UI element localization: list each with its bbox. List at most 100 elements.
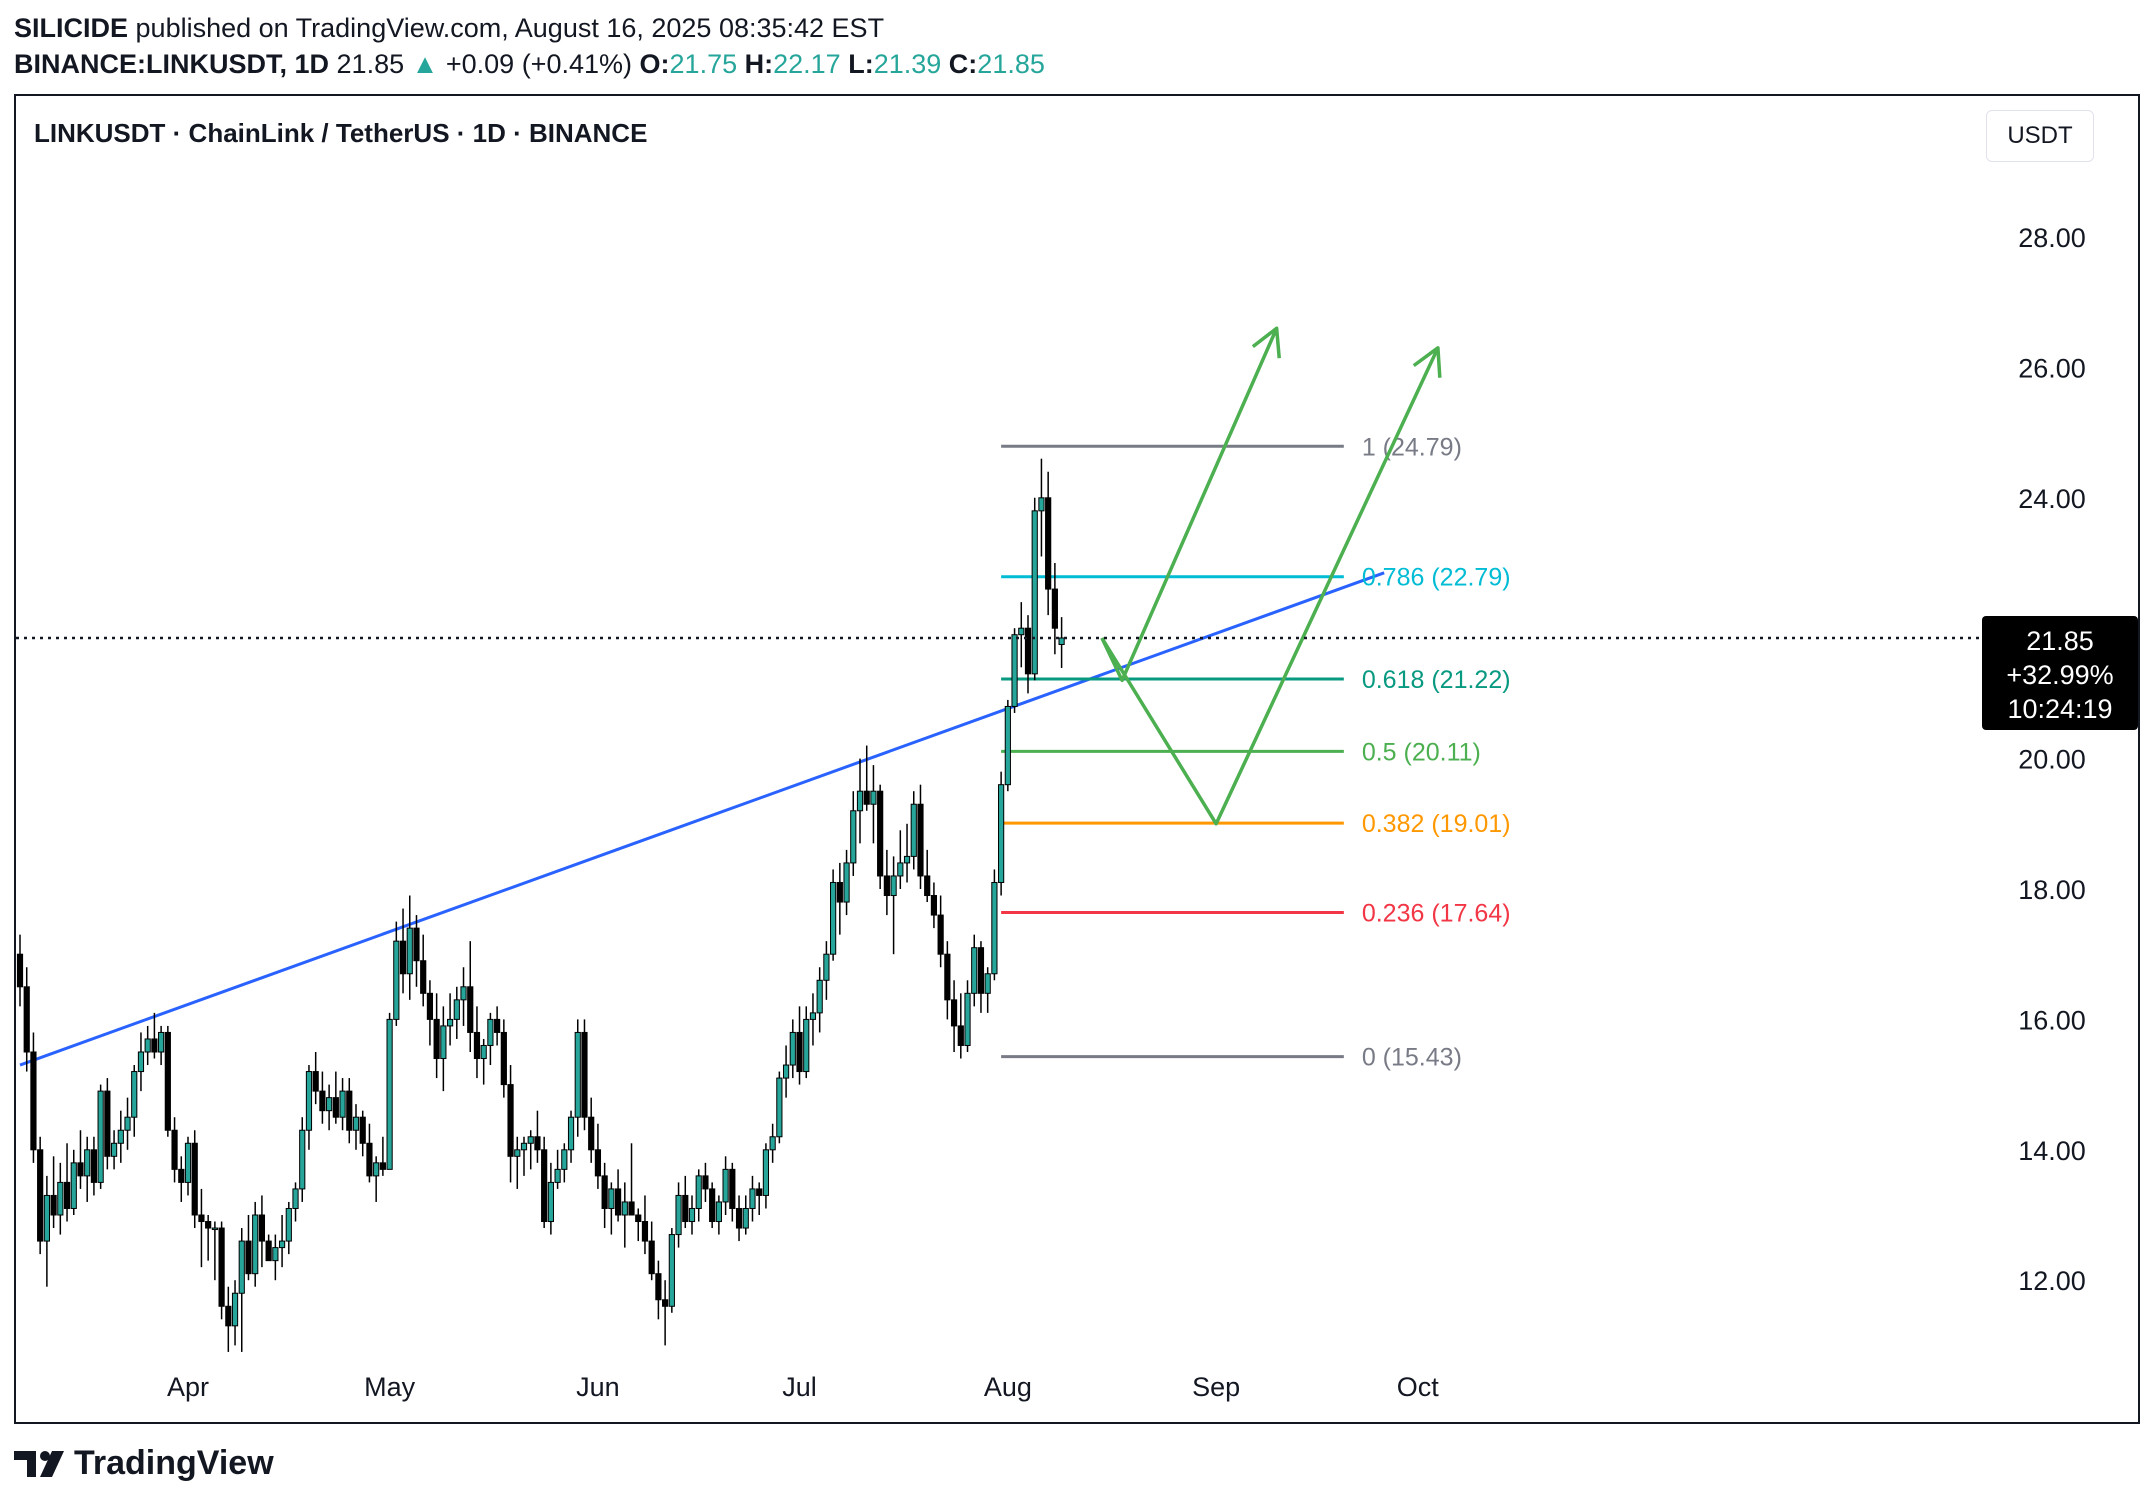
candle-body (803, 1018, 810, 1073)
candle-body (890, 875, 897, 897)
candle-body (1038, 497, 1045, 512)
y-tick-label: 12.00 (2018, 1266, 2086, 1296)
currency-button[interactable]: USDT (1986, 110, 2094, 162)
y-axis: 12.00 14.00 16.00 18.00 20.00 24.00 26.00 28.00 (2018, 223, 2086, 1296)
candle-body (50, 1194, 57, 1216)
projection-arrow-path (1100, 327, 1279, 683)
candle-body (285, 1207, 292, 1242)
candle-body (561, 1149, 568, 1170)
y-tick-label: 14.00 (2018, 1136, 2086, 1166)
candle-body (877, 790, 884, 877)
candle-body (366, 1142, 373, 1177)
candle-body (97, 1090, 104, 1183)
candle-body (762, 1149, 770, 1196)
tradingview-logo[interactable]: TradingView (14, 1444, 274, 1483)
x-tick-label: Apr (167, 1372, 209, 1402)
candle-body (1011, 634, 1018, 707)
chart-title: LINKUSDT · ChainLink / TetherUS · 1D · B… (34, 118, 648, 148)
candle-body (608, 1188, 615, 1209)
candle-body (675, 1194, 682, 1236)
candle-body (171, 1129, 178, 1170)
candle-body (299, 1129, 306, 1190)
candle-body (184, 1142, 192, 1183)
candle-body (850, 810, 857, 864)
candle-body (393, 940, 400, 1020)
candle-body (500, 1031, 507, 1086)
candle-body (910, 803, 917, 857)
candle-body (843, 862, 850, 903)
candle-body (379, 1162, 386, 1170)
author-name[interactable]: SILICIDE (14, 13, 129, 43)
x-tick-label: Jul (782, 1372, 817, 1402)
x-axis: Apr May Jun Jul Aug Sep Oct (167, 1372, 1439, 1402)
candle-body (426, 992, 434, 1020)
price-badge-price: 21.85 (2026, 626, 2094, 656)
candle-body (977, 947, 985, 994)
candle-body (312, 1071, 319, 1092)
close-value: 21.85 (977, 49, 1045, 79)
candle-body (648, 1240, 655, 1275)
candle-body (836, 881, 843, 903)
high-value: 22.17 (773, 49, 841, 79)
candle-body (588, 1116, 595, 1151)
candle-body (272, 1247, 279, 1262)
candle-body (964, 992, 971, 1046)
candle-body (1004, 705, 1011, 786)
x-tick-label: Oct (1397, 1372, 1440, 1402)
candle-body (332, 1097, 339, 1118)
projection-arrows[interactable] (1100, 326, 1442, 826)
candle-body (84, 1149, 91, 1177)
fibonacci-retracement[interactable]: 1 (24.79) 0.786 (22.79) 0.618 (21.22) 0.5 (… (1001, 433, 1511, 1072)
candle-body (547, 1181, 554, 1223)
candle-body (782, 1064, 790, 1079)
candle-body (950, 999, 958, 1027)
candle-body (433, 1018, 440, 1060)
symbol-interval[interactable]: BINANCE:LINKUSDT, 1D (14, 49, 330, 79)
candle-body (749, 1188, 756, 1209)
candle-body (326, 1097, 333, 1112)
candle-body (346, 1090, 353, 1131)
candle-body (863, 790, 870, 805)
candle-body (339, 1090, 346, 1118)
chart-canvas[interactable]: 12.00 14.00 16.00 18.00 20.00 24.00 26.00 28.00… (16, 96, 2138, 1422)
price-badge-change: +32.99% (2006, 660, 2113, 690)
y-tick-label: 16.00 (2018, 1005, 2086, 1035)
candle-body (655, 1273, 662, 1301)
candle-body (460, 986, 467, 1001)
candle-body (292, 1188, 299, 1209)
candle-body (124, 1116, 131, 1131)
published-text: published on TradingView.com, August 16,… (135, 13, 885, 43)
candle-body (158, 1031, 165, 1053)
candle-body (258, 1214, 266, 1242)
price-badge-bg (1982, 616, 2138, 730)
candle-body (252, 1214, 259, 1275)
candle-body (453, 999, 460, 1020)
chart-container[interactable]: 12.00 14.00 16.00 18.00 20.00 24.00 26.00 28.00… (14, 94, 2140, 1424)
candle-body (164, 1031, 171, 1131)
x-tick-label: Aug (984, 1372, 1032, 1402)
last-price: 21.85 (336, 49, 405, 79)
candle-body (641, 1221, 649, 1242)
candle-body (930, 895, 938, 916)
candle-body (1058, 637, 1065, 645)
candle-body (205, 1221, 212, 1229)
candle-body (715, 1201, 722, 1223)
x-tick-label: Sep (1192, 1372, 1240, 1402)
tradingview-logo-icon (14, 1450, 64, 1477)
candle-body (897, 862, 904, 877)
chart-header: SILICIDE published on TradingView.com, A… (14, 10, 1045, 82)
candle-body (816, 979, 823, 1014)
candle-body (735, 1207, 743, 1229)
candle-body (682, 1194, 689, 1223)
candle-body (494, 1018, 501, 1033)
candle-body (702, 1175, 709, 1190)
candle-body (70, 1162, 77, 1209)
candle-body (110, 1142, 118, 1157)
fib-level-label: 0.618 (21.22) (1362, 666, 1511, 694)
candle-body (225, 1305, 232, 1327)
candle-body (924, 875, 931, 897)
price-badge: 21.85 +32.99% 10:24:19 (1982, 616, 2138, 730)
fib-level-label: 0.5 (20.11) (1362, 738, 1481, 766)
candle-body (144, 1038, 151, 1053)
low-value: 21.39 (873, 49, 942, 79)
